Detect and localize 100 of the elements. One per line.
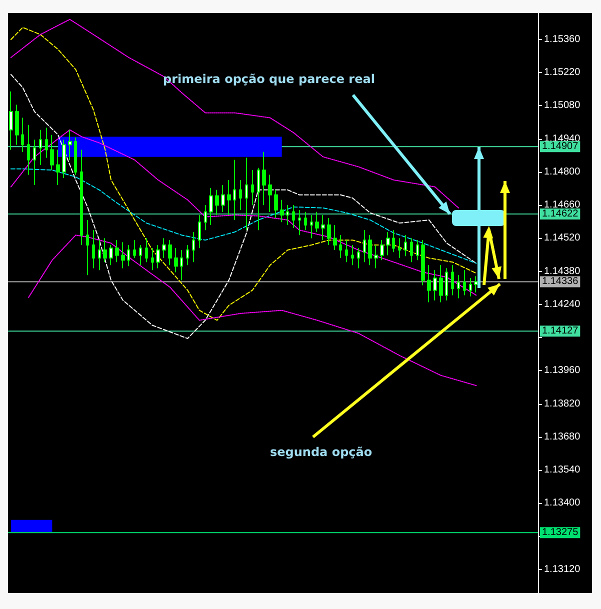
candlestick bbox=[315, 211, 319, 233]
y-tick-label: 1.14520 bbox=[544, 232, 581, 244]
candlestick bbox=[339, 234, 342, 259]
candlestick bbox=[398, 238, 401, 259]
candlestick bbox=[292, 204, 295, 229]
candlestick bbox=[363, 230, 366, 263]
line-series bbox=[10, 129, 477, 296]
candlestick bbox=[204, 204, 207, 231]
ref-line-label: 1.14907 bbox=[542, 141, 579, 152]
candlestick bbox=[416, 240, 419, 261]
candlestick bbox=[380, 240, 384, 261]
candlestick bbox=[209, 188, 213, 226]
candlestick bbox=[251, 170, 254, 206]
annotation: segunda opção bbox=[270, 445, 372, 459]
candlestick bbox=[421, 240, 425, 286]
candlestick bbox=[310, 214, 313, 239]
candlestick bbox=[192, 232, 195, 263]
line-series bbox=[10, 168, 477, 264]
candlestick bbox=[404, 234, 407, 257]
candlestick bbox=[239, 180, 242, 211]
y-tick-label: 1.13680 bbox=[544, 431, 581, 442]
candlestick bbox=[45, 127, 48, 158]
candlestick bbox=[357, 248, 360, 269]
line-series bbox=[10, 26, 477, 321]
candlestick bbox=[457, 274, 460, 299]
candlestick bbox=[92, 230, 95, 269]
candlestick bbox=[39, 129, 42, 166]
candlestick bbox=[351, 244, 354, 266]
candlestick bbox=[327, 218, 331, 246]
candlestick bbox=[27, 124, 30, 176]
y-tick-label: 1.13820 bbox=[544, 398, 581, 410]
candlestick bbox=[427, 264, 431, 303]
candlestick bbox=[145, 238, 148, 263]
candlestick bbox=[268, 174, 272, 212]
y-tick-label: 1.13120 bbox=[544, 564, 581, 575]
ref-line-label: 1.14336 bbox=[542, 276, 579, 288]
candlestick bbox=[333, 224, 337, 251]
candlestick bbox=[298, 210, 301, 236]
candlestick bbox=[221, 184, 225, 212]
candlestick bbox=[469, 278, 472, 297]
y-tick-label: 1.14380 bbox=[544, 266, 581, 277]
candlestick bbox=[345, 240, 348, 263]
y-tick-label: 1.15080 bbox=[544, 100, 581, 112]
candlestick bbox=[245, 157, 248, 231]
candlestick bbox=[304, 211, 307, 231]
y-tick-label: 1.15220 bbox=[544, 67, 581, 78]
candlestick bbox=[215, 189, 219, 216]
y-tick-label: 1.13400 bbox=[544, 498, 581, 509]
candlestick bbox=[151, 248, 154, 271]
y-tick-label: 1.14800 bbox=[544, 166, 581, 178]
ref-line-label: 1.14622 bbox=[542, 208, 579, 220]
candlestick bbox=[274, 189, 278, 219]
candlestick bbox=[74, 137, 77, 176]
candlestick bbox=[109, 244, 113, 266]
candlestick bbox=[463, 270, 466, 296]
candlestick bbox=[474, 276, 478, 293]
candlestick bbox=[257, 167, 260, 231]
candlestick bbox=[280, 199, 284, 223]
candlestick bbox=[56, 149, 60, 186]
candlestick bbox=[68, 129, 72, 160]
y-tick-label: 1.13960 bbox=[544, 365, 581, 376]
candlestick bbox=[121, 242, 125, 269]
candlestick bbox=[433, 270, 437, 301]
candlestick bbox=[98, 240, 101, 271]
candlestick bbox=[451, 264, 454, 296]
y-tick-label: 1.13540 bbox=[544, 464, 581, 476]
candlestick bbox=[174, 248, 178, 273]
candlestick bbox=[103, 238, 107, 263]
candlestick bbox=[392, 230, 395, 253]
candlestick bbox=[186, 244, 189, 266]
candlestick bbox=[368, 234, 372, 266]
candlestick bbox=[374, 244, 378, 269]
candlestick bbox=[33, 139, 36, 186]
y-tick-label: 1.15360 bbox=[544, 34, 581, 45]
candlestick bbox=[162, 238, 166, 259]
candlestick bbox=[180, 250, 183, 281]
ref-line-label: 1.14127 bbox=[542, 326, 579, 337]
y-tick-label: 1.14240 bbox=[544, 298, 581, 310]
candlestick bbox=[86, 219, 89, 276]
candlestick bbox=[156, 244, 160, 269]
line-series bbox=[10, 18, 459, 208]
candlestick bbox=[133, 240, 136, 259]
candlestick bbox=[262, 151, 266, 206]
candlestick bbox=[439, 264, 443, 303]
candlestick bbox=[445, 268, 448, 301]
candlestick bbox=[168, 240, 172, 266]
candlestick bbox=[227, 180, 231, 216]
candlestick bbox=[62, 139, 66, 178]
ref-line-label: 1.13275 bbox=[542, 527, 579, 538]
candlestick bbox=[233, 159, 236, 220]
candlestick bbox=[286, 204, 289, 226]
candlestick bbox=[410, 238, 413, 263]
candlestick bbox=[15, 104, 19, 146]
line-series bbox=[28, 234, 477, 386]
candlestick bbox=[21, 117, 24, 152]
candlestick bbox=[321, 214, 325, 241]
candlestick bbox=[386, 232, 390, 256]
candlestick bbox=[127, 244, 130, 267]
candlestick bbox=[115, 240, 119, 263]
candlestick bbox=[198, 214, 201, 249]
